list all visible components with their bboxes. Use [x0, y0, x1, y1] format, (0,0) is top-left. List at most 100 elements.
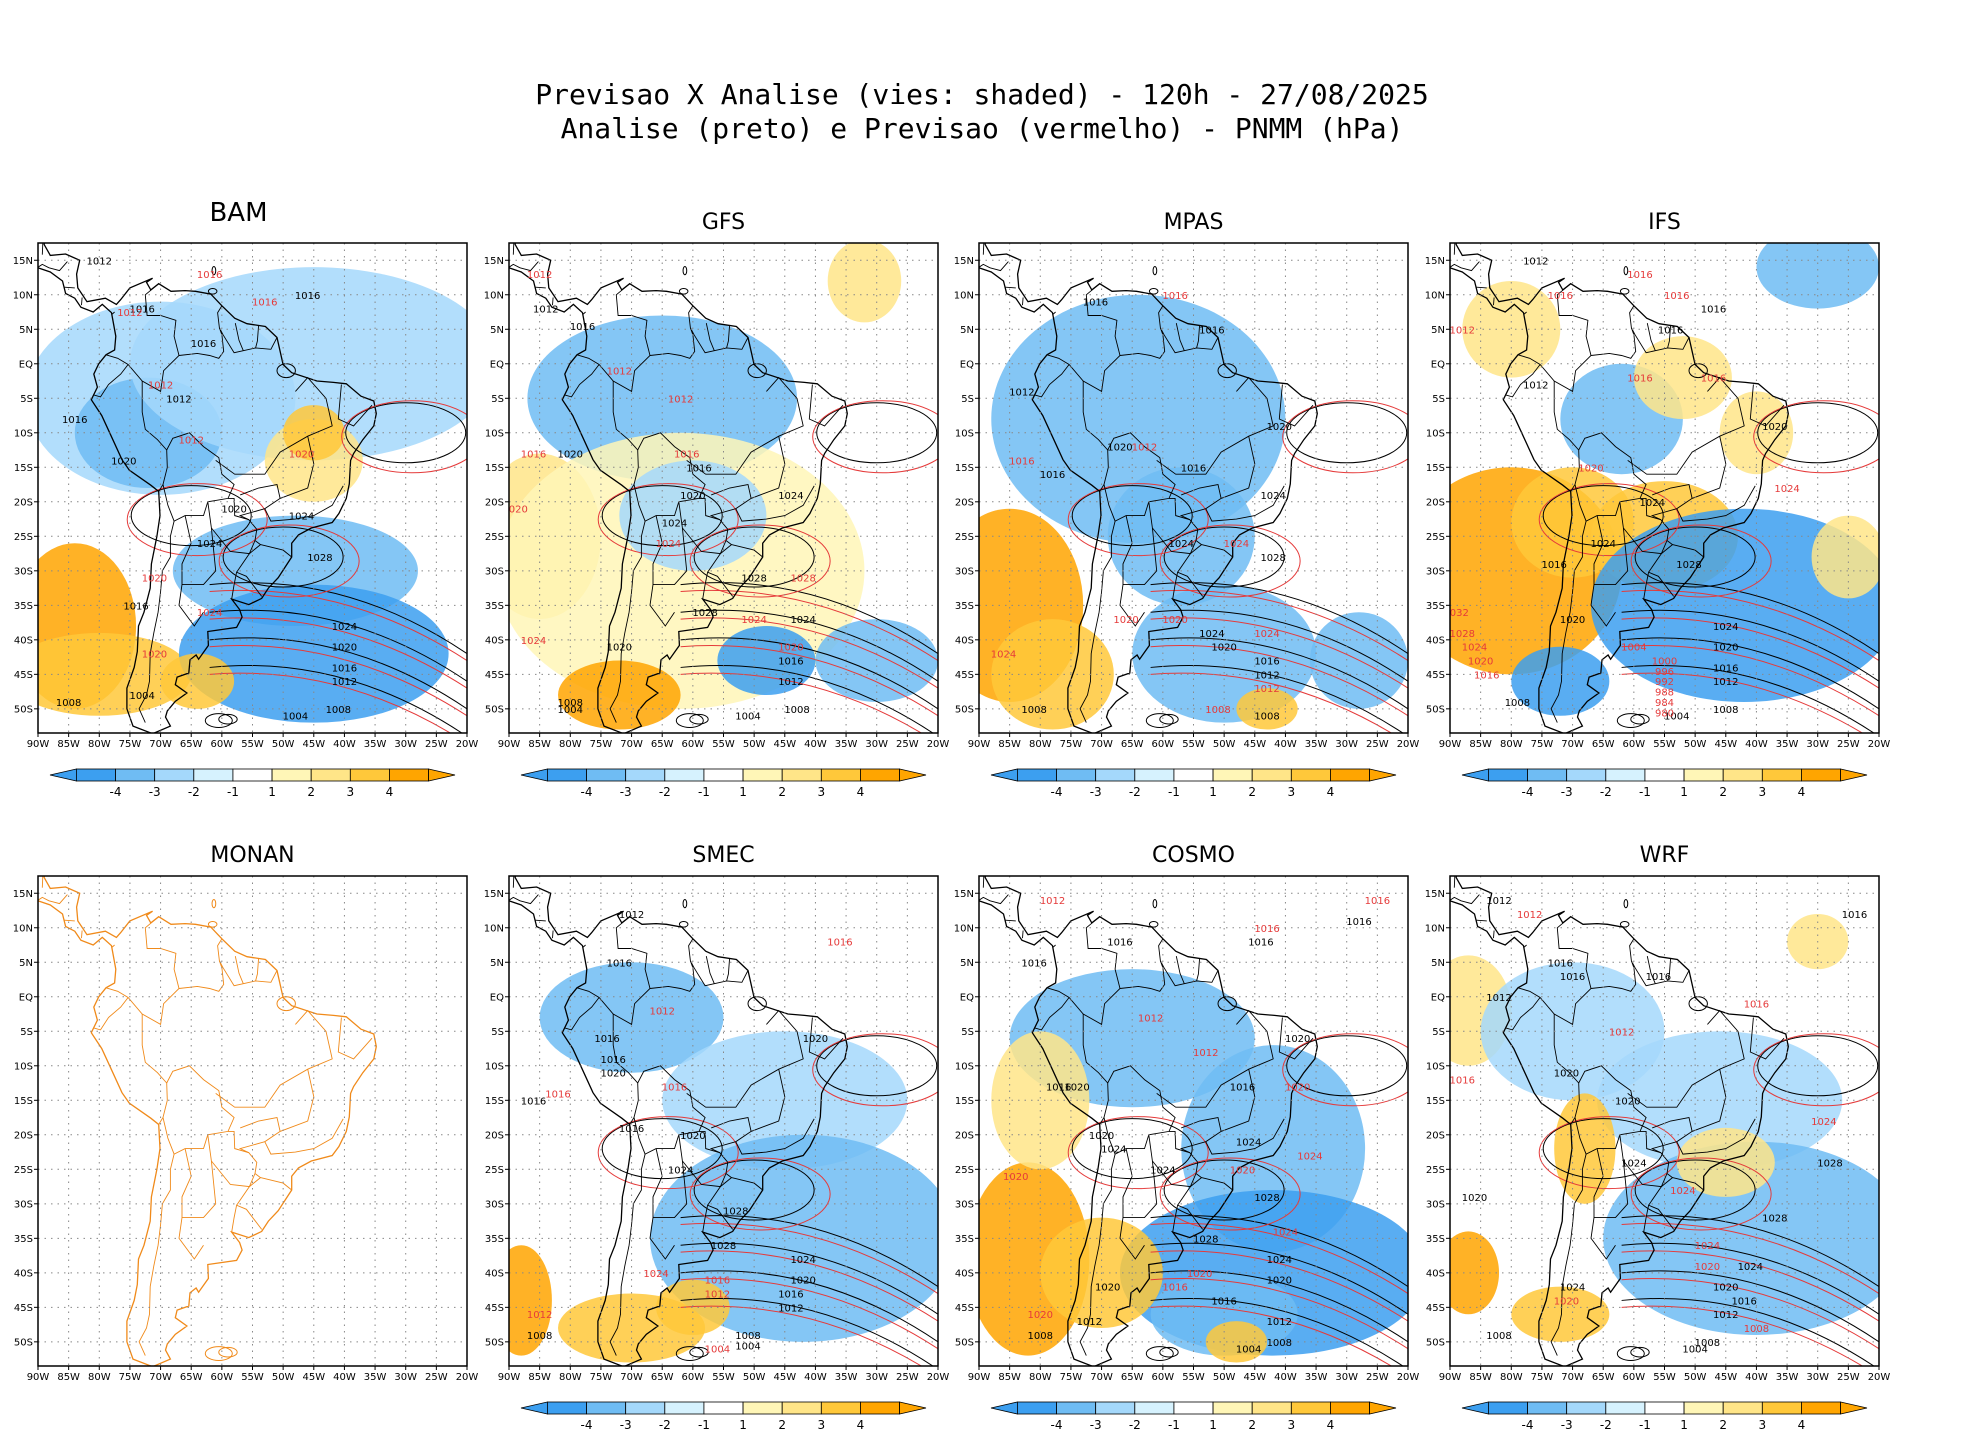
country-border: [1619, 497, 1670, 555]
lat-tick-label: 40S: [485, 1268, 504, 1279]
lat-tick-label: 5N: [960, 325, 974, 336]
colorbar-label: 2: [1248, 785, 1256, 799]
colorbar-arrow-right: [899, 768, 927, 782]
contour-label-analysis: 1008: [1486, 1331, 1511, 1342]
lat-tick-label: 50S: [14, 1337, 33, 1348]
contour-label-analysis: 1012: [1523, 256, 1548, 267]
lon-tick-label: 35W: [364, 739, 387, 750]
colorbar-label: 4: [1798, 1418, 1806, 1432]
country-border: [1177, 1173, 1203, 1206]
contour-label-forecast: 1020: [1695, 1262, 1720, 1273]
lat-tick-label: 25S: [955, 1165, 974, 1176]
lon-tick-label: 30W: [1806, 739, 1829, 750]
contour-label-analysis: 1004: [283, 712, 308, 723]
colorbar-label: -2: [1129, 785, 1141, 799]
country-border: [1650, 1141, 1677, 1154]
colorbar-segment: [310, 768, 351, 782]
country-border: [264, 436, 344, 522]
contour-label-analysis: 1020: [1211, 643, 1236, 654]
contour-label-forecast: 1020: [1468, 657, 1493, 668]
contour-label-forecast: 1024: [1254, 629, 1279, 640]
isobar-forecast: [1150, 645, 1408, 717]
country-border: [1476, 286, 1487, 289]
island: [1630, 1346, 1650, 1358]
contour-label-analysis: 1020: [790, 1276, 815, 1287]
lat-tick-label: 25S: [955, 532, 974, 543]
contour-label-forecast: 1020: [1230, 1165, 1255, 1176]
country-border: [234, 323, 244, 351]
country-border: [1650, 508, 1677, 521]
contour-label-analysis: 1028: [1260, 553, 1285, 564]
isobar-analysis: [1150, 1215, 1408, 1288]
island: [1619, 921, 1630, 928]
lon-tick-label: 85W: [528, 739, 551, 750]
colorbar-segment: [664, 1401, 705, 1415]
colorbar-arrow-left: [1461, 768, 1489, 782]
lon-tick-label: 40W: [1274, 739, 1297, 750]
isobar-forecast: [1150, 1278, 1408, 1350]
contour-label-forecast: 1016: [1664, 291, 1689, 302]
lat-tick-label: EQ: [490, 992, 504, 1003]
isobar-forecast: [680, 1222, 938, 1294]
lat-tick-label: 5N: [19, 325, 33, 336]
country-border: [1179, 1141, 1206, 1154]
lon-tick-label: 55W: [1653, 739, 1676, 750]
isobar-forecast: [1621, 1222, 1879, 1294]
lat-tick-label: 5N: [1431, 958, 1445, 969]
lon-tick-label: 65W: [1592, 1372, 1615, 1383]
contour-label-forecast: 1012: [1040, 896, 1065, 907]
isobar-analysis: [693, 1159, 815, 1221]
lon-tick-label: 80W: [88, 739, 111, 750]
isobar-analysis: [209, 637, 467, 710]
bias-shading: [815, 619, 938, 702]
lon-tick-label: 70W: [1090, 1372, 1113, 1383]
lon-tick-label: 55W: [241, 739, 264, 750]
bias-shading: [509, 1245, 552, 1356]
isobar-analysis: [1071, 485, 1193, 547]
contour-label-analysis: 1012: [87, 256, 112, 267]
contour-label-analysis: 1016: [1181, 463, 1206, 474]
lat-tick-label: 50S: [14, 704, 33, 715]
contour-label-forecast: 1016: [1009, 456, 1034, 467]
lat-tick-label: 20S: [1426, 497, 1445, 508]
country-border: [238, 508, 265, 521]
colorbar-label: -3: [1561, 785, 1573, 799]
colorbar-arrow-left: [990, 1401, 1018, 1415]
country-border: [1082, 1014, 1109, 1125]
lat-tick-label: 5N: [490, 325, 504, 336]
coastline: [509, 876, 848, 1366]
lat-tick-label: 25S: [14, 532, 33, 543]
colorbar: -4 -3 -2 -1 1 2 3 4: [520, 1401, 927, 1432]
contour-label-forecast: 1028: [790, 574, 815, 585]
bias-shading: [539, 962, 724, 1073]
contour-label-forecast: 1024: [1297, 1152, 1322, 1163]
colorbar-label: 2: [1719, 1418, 1727, 1432]
colorbar-segment: [1134, 768, 1175, 782]
contour-label-analysis: 1016: [1046, 1082, 1071, 1093]
lat-tick-label: 10S: [485, 428, 504, 439]
isobar-analysis: [680, 1242, 938, 1315]
bias-shading: [1591, 508, 1879, 702]
isobar-analysis: [1634, 1159, 1756, 1221]
colorbar-segment: [1722, 768, 1763, 782]
contour-label-analysis: 1020: [1064, 1082, 1089, 1093]
lat-tick-label: 30S: [14, 1199, 33, 1210]
colorbar-segment: [1683, 768, 1724, 782]
contour-label-forecast: 1024: [1811, 1117, 1836, 1128]
lon-tick-label: 50W: [743, 1372, 766, 1383]
lon-tick-label: 65W: [180, 739, 203, 750]
country-border: [141, 381, 168, 492]
lat-tick-label: 25S: [1426, 532, 1445, 543]
lat-tick-label: EQ: [490, 359, 504, 370]
colorbar-arrow-right: [428, 768, 456, 782]
coastline: [38, 243, 377, 733]
lat-tick-label: 20S: [485, 1130, 504, 1141]
contour-label-forecast: 1012: [607, 367, 632, 378]
isobar-analysis: [209, 582, 467, 655]
colorbar-label: -2: [188, 785, 200, 799]
country-border: [808, 1017, 844, 1060]
isobar-forecast: [1538, 483, 1680, 557]
contour-label-forecast: 984: [1655, 698, 1674, 709]
contour-label-analysis: 1012: [1523, 380, 1548, 391]
